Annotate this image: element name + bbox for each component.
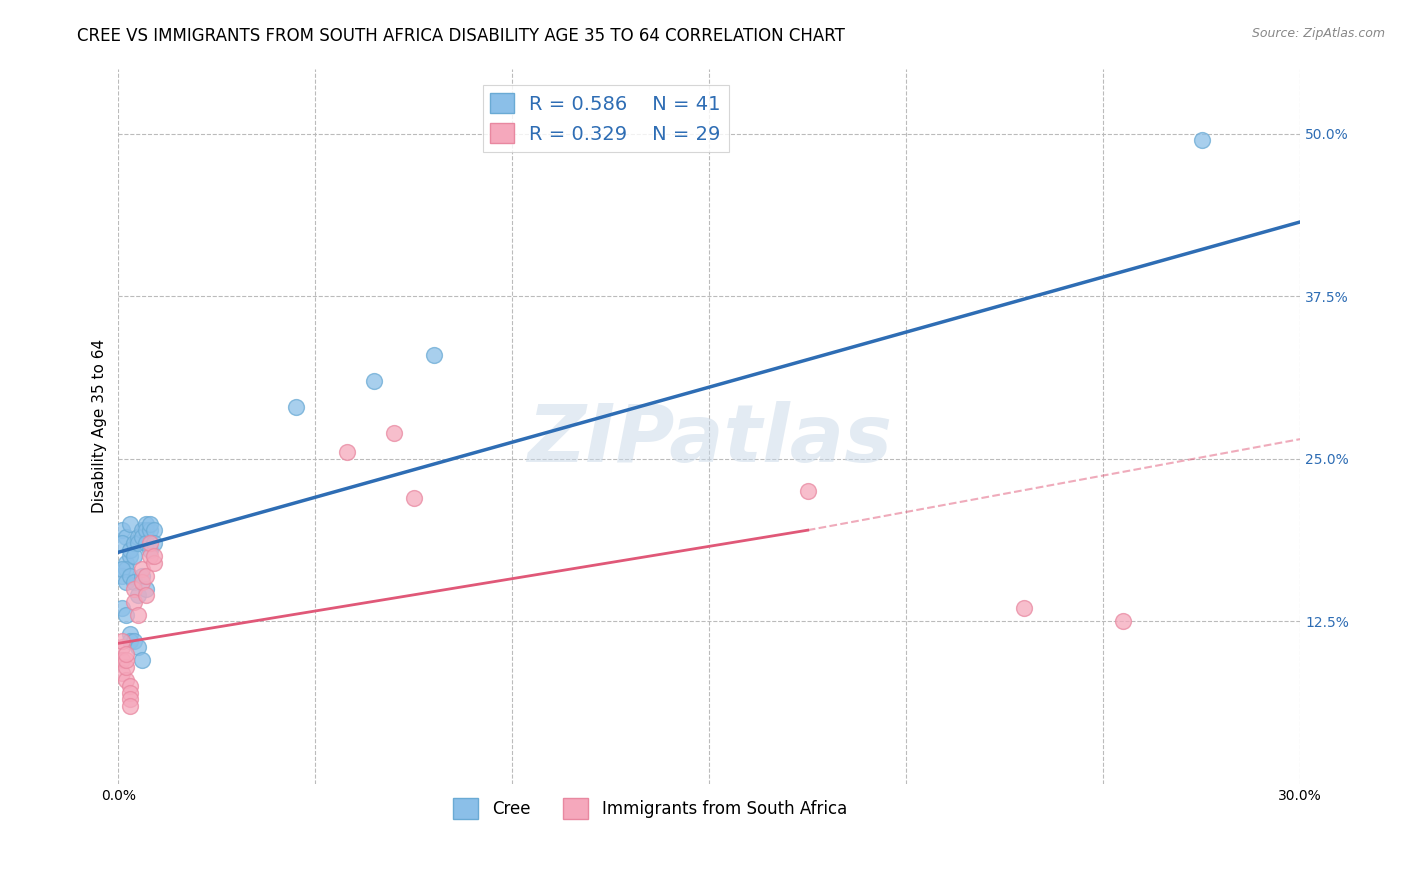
Point — [142, 536, 165, 550]
Point — [111, 523, 134, 537]
Point — [122, 582, 145, 596]
Point — [115, 673, 138, 687]
Point — [131, 653, 153, 667]
Point — [284, 400, 307, 414]
Point — [111, 562, 134, 576]
Point — [115, 562, 138, 576]
Text: ZIPatlas: ZIPatlas — [527, 401, 891, 479]
Point — [142, 549, 165, 564]
Point — [127, 640, 149, 655]
Point — [131, 523, 153, 537]
Point — [122, 595, 145, 609]
Point — [139, 542, 162, 557]
Text: CREE VS IMMIGRANTS FROM SOUTH AFRICA DISABILITY AGE 35 TO 64 CORRELATION CHART: CREE VS IMMIGRANTS FROM SOUTH AFRICA DIS… — [77, 27, 845, 45]
Point — [111, 653, 134, 667]
Point — [127, 530, 149, 544]
Point — [120, 542, 142, 557]
Point — [115, 530, 138, 544]
Point — [122, 536, 145, 550]
Point — [127, 607, 149, 622]
Point — [135, 588, 157, 602]
Point — [122, 633, 145, 648]
Point — [135, 536, 157, 550]
Point — [142, 523, 165, 537]
Point — [1014, 601, 1036, 615]
Point — [135, 582, 157, 596]
Point — [139, 536, 162, 550]
Point — [115, 556, 138, 570]
Point — [122, 575, 145, 590]
Point — [131, 568, 153, 582]
Point — [111, 536, 134, 550]
Point — [120, 549, 142, 564]
Point — [422, 348, 444, 362]
Legend: Cree, Immigrants from South Africa: Cree, Immigrants from South Africa — [447, 792, 853, 825]
Point — [135, 523, 157, 537]
Point — [1191, 133, 1213, 147]
Point — [122, 549, 145, 564]
Point — [120, 679, 142, 693]
Point — [120, 633, 142, 648]
Point — [115, 607, 138, 622]
Point — [131, 530, 153, 544]
Point — [796, 484, 818, 499]
Point — [120, 698, 142, 713]
Text: Source: ZipAtlas.com: Source: ZipAtlas.com — [1251, 27, 1385, 40]
Point — [120, 516, 142, 531]
Point — [336, 445, 359, 459]
Point — [1112, 614, 1135, 628]
Point — [142, 556, 165, 570]
Point — [402, 491, 425, 505]
Point — [139, 523, 162, 537]
Point — [111, 568, 134, 582]
Point — [139, 549, 162, 564]
Point — [115, 659, 138, 673]
Y-axis label: Disability Age 35 to 64: Disability Age 35 to 64 — [93, 339, 107, 513]
Point — [127, 536, 149, 550]
Point — [120, 627, 142, 641]
Point — [139, 516, 162, 531]
Point — [363, 374, 385, 388]
Point — [135, 568, 157, 582]
Point — [135, 516, 157, 531]
Point — [115, 647, 138, 661]
Point — [111, 633, 134, 648]
Point — [131, 575, 153, 590]
Point — [127, 588, 149, 602]
Point — [111, 666, 134, 681]
Point — [382, 425, 405, 440]
Point — [111, 640, 134, 655]
Point — [120, 692, 142, 706]
Point — [120, 568, 142, 582]
Point — [115, 653, 138, 667]
Point — [120, 686, 142, 700]
Point — [111, 601, 134, 615]
Point — [131, 562, 153, 576]
Point — [115, 575, 138, 590]
